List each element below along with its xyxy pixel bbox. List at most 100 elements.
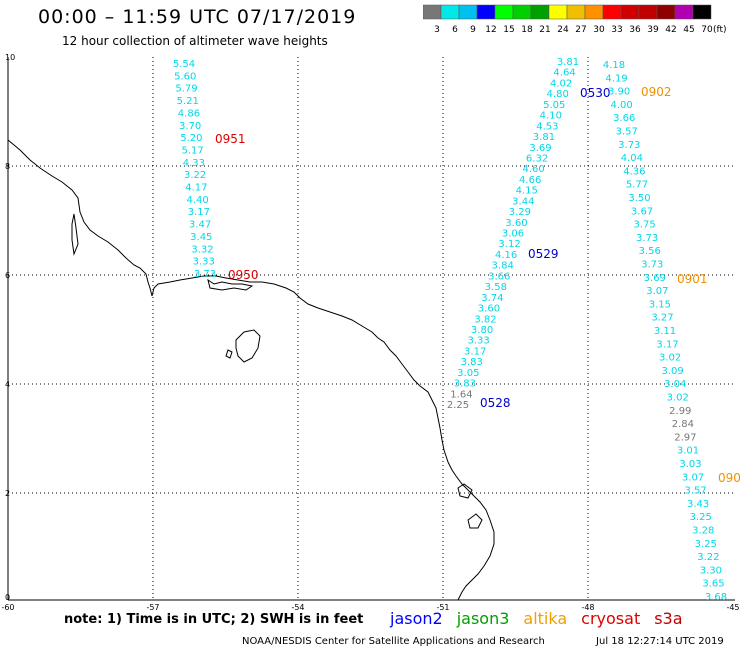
pass-time-label: 0902: [641, 85, 672, 99]
longitude-label: -45: [726, 603, 739, 612]
map-title: 00:00 – 11:59 UTC 07/17/2019: [38, 6, 357, 28]
latitude-label: 10: [5, 53, 15, 62]
wave-height-value: 4.86: [178, 108, 200, 119]
wave-height-value: 3.25: [695, 539, 717, 550]
wave-height-value: 3.43: [687, 499, 709, 510]
wave-height-value: 3.11: [654, 326, 676, 337]
wave-height-value: 3.01: [677, 446, 699, 457]
wave-height-value: 4.66: [519, 175, 541, 186]
wave-height-value: 3.09: [662, 366, 684, 377]
wave-height-value: 3.73: [618, 140, 640, 151]
wave-height-value: 5.20: [180, 133, 202, 144]
latitude-label: 0: [5, 593, 10, 602]
wave-height-value: 3.73: [641, 260, 663, 271]
wave-height-value: 3.65: [702, 579, 724, 590]
wave-height-value: 3.67: [631, 206, 653, 217]
wave-height-value: 3.69: [644, 273, 666, 284]
longitude-tick-labels: -60 -57 -54 -51 -48 -45: [1, 603, 739, 612]
footer-timestamp: Jul 18 12:27:14 UTC 2019: [596, 636, 724, 647]
color-scale-bar: 3 6 9 12 15 18 21 24 27 30 33 36 39 42 45 70 (ft): [423, 4, 727, 34]
color-scale-label: 39: [647, 25, 659, 34]
wave-height-value: 3.17: [188, 207, 210, 218]
color-scale-label: 70: [701, 25, 713, 34]
wave-height-value: 1.64: [450, 389, 472, 400]
pass-time-label: 0529: [528, 247, 559, 261]
wave-height-value: 3.30: [700, 565, 722, 576]
altimeter-tracks: 5.545.605.795.214.863.705.205.174.333.22…: [173, 57, 740, 603]
wave-height-value: 3.90: [608, 87, 630, 98]
latitude-label: 8: [5, 162, 10, 171]
wave-height-value: 3.70: [179, 121, 201, 132]
wave-height-value: 4.60: [522, 164, 544, 175]
color-scale-label: 12: [485, 25, 496, 34]
color-scale-unit: (ft): [713, 25, 727, 34]
wave-height-value: 3.68: [705, 592, 727, 603]
wave-height-value: 3.07: [646, 286, 668, 297]
wave-height-value: 3.73: [636, 233, 658, 244]
latitude-label: 2: [5, 489, 10, 498]
wave-height-value: 3.56: [639, 246, 661, 257]
wave-height-value: 4.15: [516, 186, 538, 197]
wave-height-value: 3.27: [651, 313, 673, 324]
wave-height-value: 3.60: [505, 218, 527, 229]
pass-time-label: 0530: [580, 86, 611, 100]
wave-height-value: 6.32: [526, 153, 548, 164]
footer-credit: NOAA/NESDIS Center for Satellite Applica…: [242, 636, 545, 647]
wave-height-value: 3.25: [690, 512, 712, 523]
color-scale-label: 36: [629, 25, 641, 34]
wave-height-value: 3.57: [616, 127, 638, 138]
wave-height-value: 3.22: [184, 170, 206, 181]
longitude-label: -54: [291, 603, 304, 612]
wave-height-value: 3.03: [679, 459, 701, 470]
wave-height-value: 3.73: [194, 269, 216, 280]
coastline: [7, 139, 495, 601]
pass-time-label: 0528: [480, 396, 511, 410]
wave-height-value: 3.02: [667, 393, 689, 404]
legend-jason2: jason2: [390, 609, 443, 628]
wave-height-value: 4.36: [623, 166, 645, 177]
wave-height-value: 5.17: [182, 145, 204, 156]
wave-height-value: 4.33: [183, 158, 205, 169]
wave-height-value: 3.84: [492, 261, 514, 272]
footer: NOAA/NESDIS Center for Satellite Applica…: [242, 636, 740, 647]
wave-height-value: 4.64: [553, 68, 575, 79]
wave-height-value: 3.57: [684, 486, 706, 497]
wave-height-value: 3.17: [656, 339, 678, 350]
wave-height-value: 3.44: [512, 196, 534, 207]
pass-time-label: 090: [718, 471, 740, 485]
grid-lines: [7, 57, 735, 601]
wave-height-value: 5.77: [626, 180, 648, 191]
wave-height-value: 3.82: [474, 314, 496, 325]
wave-height-value: 3.75: [633, 220, 655, 231]
wave-height-value: 3.33: [467, 336, 489, 347]
color-scale-label: 42: [665, 25, 676, 34]
wave-height-value: 3.33: [193, 257, 215, 268]
wave-height-value: 4.18: [603, 60, 625, 71]
wave-height-value: 3.74: [481, 293, 503, 304]
color-scale-label: 27: [575, 25, 586, 34]
wave-height-value: 5.21: [177, 96, 199, 107]
longitude-label: -57: [146, 603, 159, 612]
wave-height-value: 3.05: [457, 368, 479, 379]
wave-height-value: 2.97: [674, 432, 696, 443]
wave-height-value: 2.84: [672, 419, 694, 430]
wave-height-value: 4.16: [495, 250, 517, 261]
color-scale-label: 3: [434, 25, 440, 34]
wave-height-value: 3.02: [659, 353, 681, 364]
longitude-label: -48: [581, 603, 594, 612]
wave-height-value: 3.06: [502, 229, 524, 240]
wave-height-value: 3.58: [485, 282, 507, 293]
wave-height-value: 3.81: [557, 57, 579, 68]
wave-height-value: 4.53: [536, 121, 558, 132]
latitude-tick-labels: 10 8 6 4 2 0: [5, 53, 15, 602]
wave-height-value: 4.04: [621, 153, 643, 164]
latitude-label: 4: [5, 380, 10, 389]
longitude-label: -51: [436, 603, 449, 612]
color-scale-label: 45: [683, 25, 694, 34]
wave-height-value: 4.17: [185, 183, 207, 194]
wave-height-value: 3.45: [190, 232, 212, 243]
wave-height-value: 3.17: [464, 346, 486, 357]
legend-cryosat: cryosat: [581, 609, 641, 628]
wave-height-value: 3.60: [478, 304, 500, 315]
wave-height-value: 3.12: [498, 239, 520, 250]
